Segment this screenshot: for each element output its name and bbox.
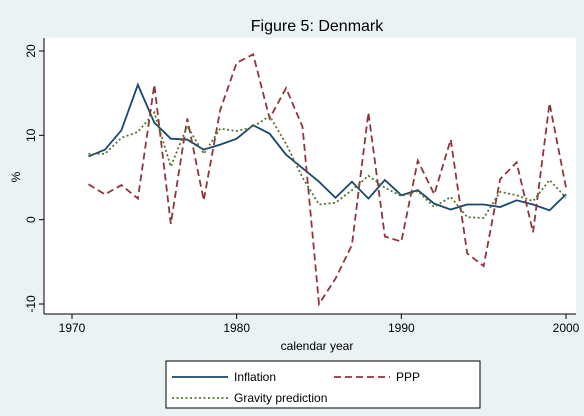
y-tick-label: 0 xyxy=(24,216,38,223)
y-tick-label: 10 xyxy=(24,128,38,142)
series-line xyxy=(87,53,567,307)
y-tick-label: -10 xyxy=(24,295,38,313)
x-tick-label: 2000 xyxy=(553,321,580,335)
legend xyxy=(165,360,481,409)
legend-label: Inflation xyxy=(234,370,276,384)
series-line xyxy=(88,82,567,212)
x-tick-label: 1980 xyxy=(223,321,250,335)
x-tick-label: 1970 xyxy=(59,321,86,335)
y-axis-label: % xyxy=(9,171,23,182)
plot-region xyxy=(44,38,576,314)
x-tick-label: 1990 xyxy=(388,321,415,335)
y-tick-label: 20 xyxy=(24,44,38,58)
legend-label: Gravity prediction xyxy=(234,391,327,405)
chart-title: Figure 5: Denmark xyxy=(251,18,384,35)
legend-label: PPP xyxy=(396,370,420,384)
x-axis-label: calendar year xyxy=(281,339,354,353)
